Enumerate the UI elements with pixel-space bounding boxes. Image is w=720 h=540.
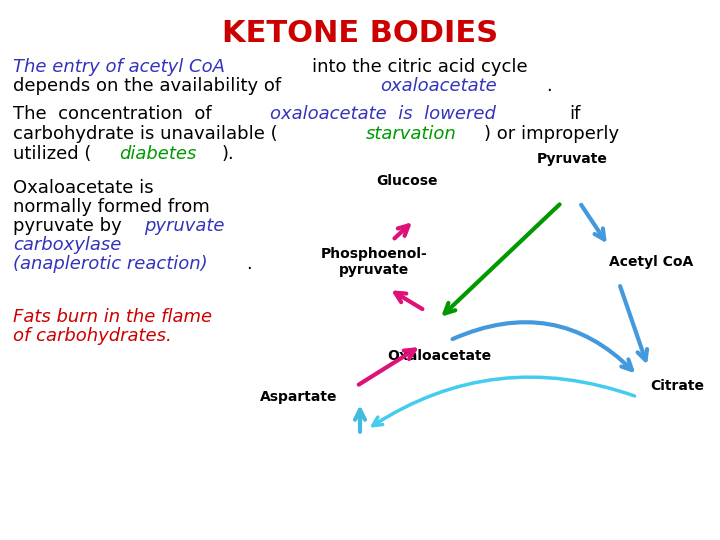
- Text: oxaloacetate: oxaloacetate: [380, 77, 497, 94]
- Text: Phosphoenol-
pyruvate: Phosphoenol- pyruvate: [321, 247, 428, 277]
- Text: The  concentration  of: The concentration of: [13, 105, 212, 123]
- Text: into the citric acid cycle: into the citric acid cycle: [312, 58, 527, 76]
- Text: ).: ).: [222, 145, 235, 163]
- Text: The entry of acetyl CoA: The entry of acetyl CoA: [13, 58, 225, 76]
- Text: .: .: [546, 77, 552, 94]
- Text: utilized (: utilized (: [13, 145, 91, 163]
- Text: .: .: [246, 255, 252, 273]
- Text: if: if: [569, 105, 580, 123]
- Text: pyruvate: pyruvate: [144, 217, 225, 235]
- Text: of carbohydrates.: of carbohydrates.: [13, 327, 171, 345]
- Text: oxaloacetate  is  lowered: oxaloacetate is lowered: [270, 105, 496, 123]
- Text: normally formed from: normally formed from: [13, 198, 210, 216]
- Text: carboxylase: carboxylase: [13, 236, 122, 254]
- Text: Aspartate: Aspartate: [260, 390, 338, 404]
- Text: Acetyl CoA: Acetyl CoA: [609, 255, 694, 269]
- Text: (anaplerotic reaction): (anaplerotic reaction): [13, 255, 207, 273]
- Text: Glucose: Glucose: [376, 174, 438, 188]
- Text: ) or improperly: ) or improperly: [484, 125, 619, 143]
- Text: starvation: starvation: [366, 125, 456, 143]
- Text: Citrate: Citrate: [650, 379, 704, 393]
- Text: diabetes: diabetes: [119, 145, 196, 163]
- Text: depends on the availability of: depends on the availability of: [13, 77, 281, 94]
- Text: KETONE BODIES: KETONE BODIES: [222, 19, 498, 48]
- Text: Oxaloacetate: Oxaloacetate: [387, 349, 491, 363]
- Text: Pyruvate: Pyruvate: [537, 152, 608, 166]
- Text: carbohydrate is unavailable (: carbohydrate is unavailable (: [13, 125, 278, 143]
- Text: Oxaloacetate is: Oxaloacetate is: [13, 179, 153, 197]
- Text: pyruvate by: pyruvate by: [13, 217, 122, 235]
- Text: Fats burn in the flame: Fats burn in the flame: [13, 308, 212, 326]
